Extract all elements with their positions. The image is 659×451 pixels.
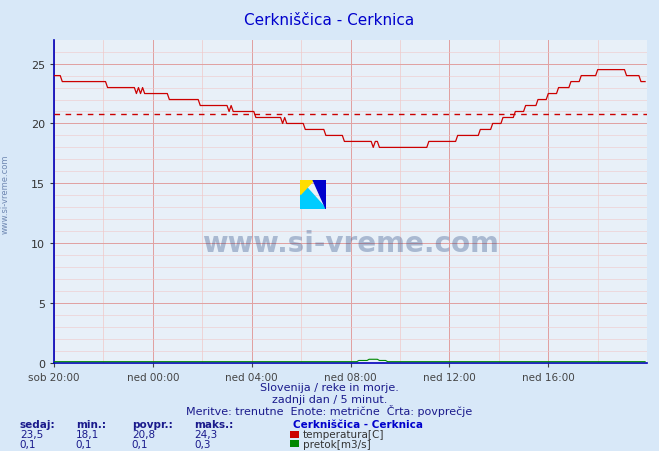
Text: Cerkniščica - Cerknica: Cerkniščica - Cerknica (244, 13, 415, 28)
Text: Meritve: trenutne  Enote: metrične  Črta: povprečje: Meritve: trenutne Enote: metrične Črta: … (186, 405, 473, 416)
Text: 23,5: 23,5 (20, 429, 43, 439)
Polygon shape (313, 180, 326, 210)
Text: 0,1: 0,1 (132, 439, 148, 449)
Text: Slovenija / reke in morje.: Slovenija / reke in morje. (74, 382, 213, 392)
Text: Slovenija / reke in morje.: Slovenija / reke in morje. (260, 382, 399, 392)
Text: min.:: min.: (76, 419, 106, 429)
Polygon shape (300, 180, 326, 210)
Text: pretok[m3/s]: pretok[m3/s] (303, 439, 371, 449)
Text: 24,3: 24,3 (194, 429, 217, 439)
Text: povpr.:: povpr.: (132, 419, 173, 429)
Text: 0,1: 0,1 (20, 439, 36, 449)
Text: www.si-vreme.com: www.si-vreme.com (1, 154, 10, 234)
Text: 18,1: 18,1 (76, 429, 99, 439)
Text: maks.:: maks.: (194, 419, 234, 429)
Text: www.si-vreme.com: www.si-vreme.com (202, 230, 499, 258)
Text: temperatura[C]: temperatura[C] (303, 429, 385, 439)
Text: zadnji dan / 5 minut.: zadnji dan / 5 minut. (272, 394, 387, 404)
Polygon shape (300, 180, 313, 195)
Text: sedaj:: sedaj: (20, 419, 55, 429)
Text: 0,3: 0,3 (194, 439, 211, 449)
Text: Cerkniščica - Cerknica: Cerkniščica - Cerknica (293, 419, 423, 429)
Text: 20,8: 20,8 (132, 429, 155, 439)
Text: 0,1: 0,1 (76, 439, 92, 449)
